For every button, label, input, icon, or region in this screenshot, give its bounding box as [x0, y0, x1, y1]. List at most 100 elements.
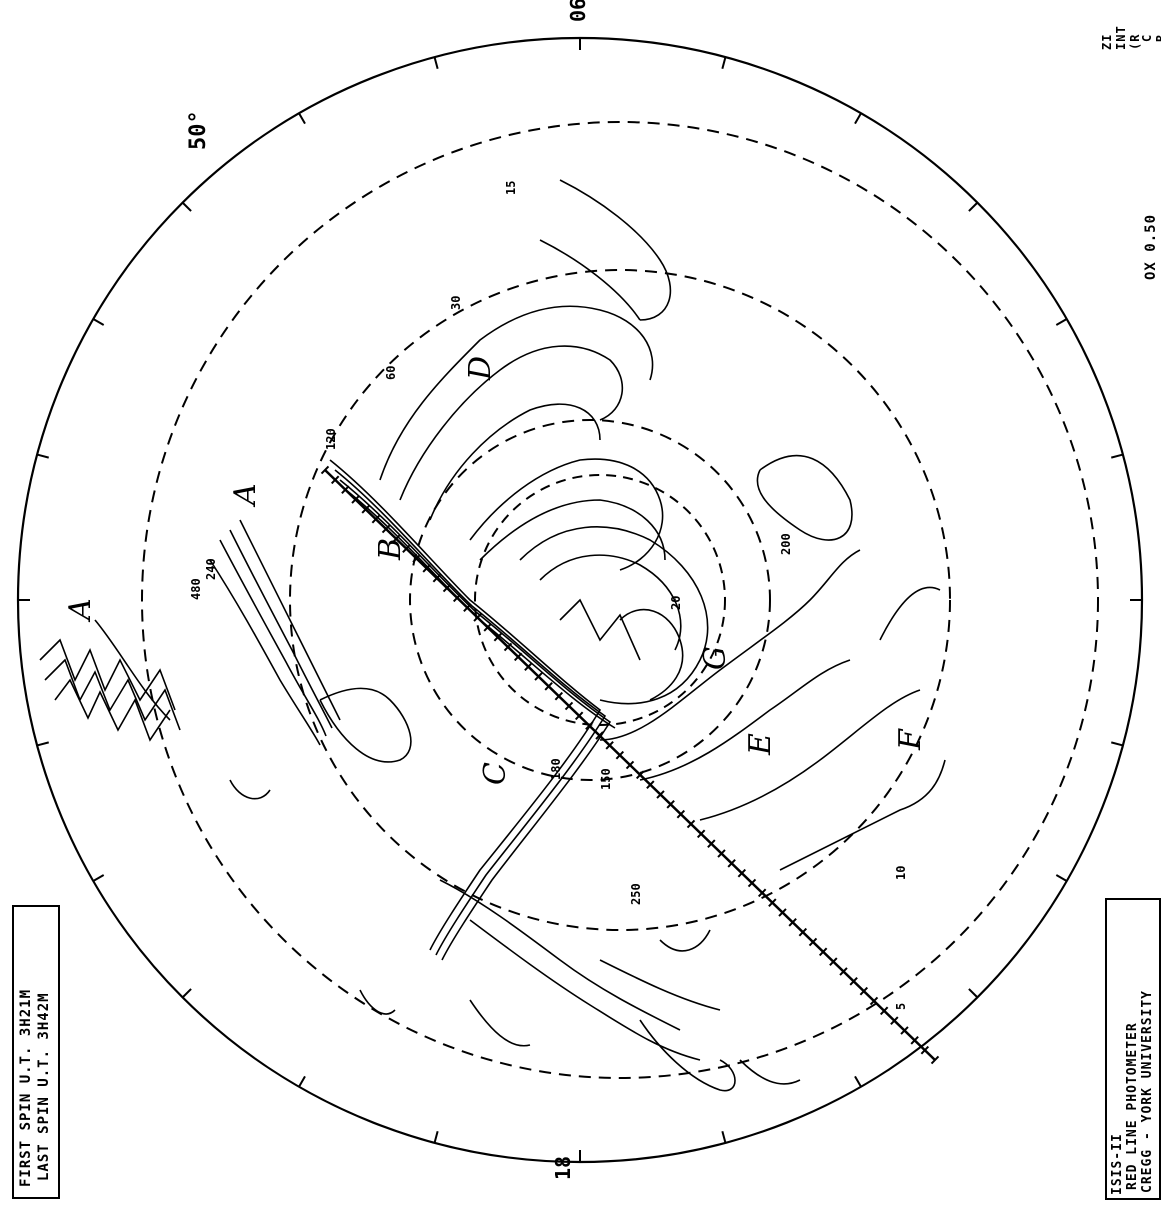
outer-tick	[92, 318, 105, 326]
track-tick	[676, 809, 686, 819]
region-letter-b: B	[373, 538, 408, 561]
contour-label: 250	[629, 883, 643, 905]
track-tick	[920, 1045, 930, 1055]
track-tick	[798, 927, 808, 937]
outer-tick	[433, 1131, 439, 1144]
track-tick	[900, 1026, 909, 1035]
contour-band-bc	[329, 459, 616, 961]
track-tick	[890, 1016, 899, 1025]
track-tick	[524, 662, 533, 671]
track-tick	[666, 800, 675, 809]
longitude-label-bottom: 18	[551, 1156, 575, 1180]
track-tick	[879, 1006, 889, 1016]
contour-region-d	[379, 179, 672, 571]
outer-tick	[968, 988, 979, 999]
outer-tick	[36, 741, 49, 747]
region-letter-d: D	[463, 356, 498, 381]
contour-label: 200	[779, 533, 793, 555]
track-tick	[412, 554, 421, 563]
track-tick	[361, 505, 370, 514]
contour-value-labels: 15 30 60 120 240 480 180 150 200 250 20 …	[189, 181, 908, 1010]
outer-tick-marks	[18, 38, 1142, 1162]
outer-tick	[968, 201, 979, 212]
track-tick	[737, 868, 747, 878]
outer-tick	[1111, 741, 1124, 747]
track-tick	[635, 770, 645, 780]
dashed-latitude-circle-outer	[141, 121, 1099, 1079]
outer-tick	[433, 56, 439, 69]
outer-tick	[1055, 874, 1068, 882]
track-tick	[646, 780, 655, 789]
contour-label: 240	[204, 558, 218, 580]
track-tick	[493, 632, 503, 642]
dashed-latitude-circle-middle	[289, 269, 951, 931]
track-tick	[686, 819, 696, 829]
track-tick	[839, 967, 848, 976]
contour-label: 20	[669, 596, 683, 610]
region-letter-a-near: A	[228, 483, 263, 508]
contour-label: 120	[324, 428, 338, 450]
region-letter-e: E	[743, 733, 778, 756]
track-tick	[574, 711, 584, 721]
contour-label: 180	[549, 758, 563, 780]
contour-label: 15	[504, 181, 518, 195]
outer-tick	[854, 112, 862, 125]
track-tick	[778, 908, 787, 917]
outer-tick	[181, 201, 192, 212]
contour-region-a	[209, 519, 412, 763]
region-letter-f: F	[893, 728, 928, 751]
dashed-latitude-circle-inner	[409, 419, 771, 781]
track-tick	[859, 986, 869, 996]
track-tick	[564, 701, 574, 711]
contour-lower-scattered	[229, 779, 801, 1092]
track-tick	[483, 623, 492, 632]
track-tick-marks	[320, 465, 940, 1065]
track-tick	[747, 878, 757, 888]
contour-region-ef	[599, 454, 946, 871]
track-tick	[615, 750, 625, 760]
outer-tick	[298, 1075, 306, 1088]
outer-tick	[854, 1075, 862, 1088]
track-tick	[554, 691, 564, 701]
outer-tick	[92, 874, 105, 882]
track-tick	[402, 544, 411, 553]
longitude-label-top: 06	[566, 0, 590, 22]
track-tick	[849, 977, 858, 986]
track-tick	[605, 741, 614, 750]
credit-line-1: ISIS-II	[1110, 1133, 1125, 1195]
track-tick	[534, 672, 543, 681]
dashed-latitude-circle-core	[474, 474, 726, 726]
region-letter-g: G	[698, 646, 733, 670]
track-tick	[717, 849, 726, 858]
track-tick	[544, 682, 553, 691]
track-tick	[371, 514, 381, 524]
contour-region-g	[519, 526, 709, 705]
track-tick	[910, 1036, 919, 1045]
track-tick	[930, 1055, 940, 1065]
track-tick	[768, 898, 777, 907]
track-tick	[808, 937, 818, 947]
credit-line-2: RED LINE PHOTOMETER	[1125, 1022, 1140, 1190]
track-tick	[727, 859, 736, 868]
credit-line-3: CREGG - YORK UNIVERSITY	[1140, 989, 1155, 1193]
track-tick	[320, 465, 330, 475]
contour-label: 30	[449, 296, 463, 310]
contour-region-a-far	[39, 619, 181, 742]
last-spin-text: LAST SPIN U.T. 3H42M	[36, 992, 52, 1181]
outer-tick	[721, 56, 727, 69]
outer-tick	[181, 988, 192, 999]
track-tick	[696, 829, 706, 839]
track-tick	[625, 760, 635, 770]
track-tick	[818, 947, 828, 957]
outer-tick	[721, 1131, 727, 1144]
region-letter-a-far: A	[63, 598, 98, 623]
contour-label: 480	[189, 578, 203, 600]
track-tick	[757, 888, 767, 898]
corner-text-top-right-a: C R	[1140, 33, 1161, 42]
corner-text-right-edge: OX 0.50	[1143, 213, 1159, 280]
contour-label: 5	[894, 1003, 908, 1010]
contour-label: 150	[599, 768, 613, 790]
corner-text-top-right-b: ZI INT (R	[1100, 25, 1142, 50]
instrument-credit-box: ISIS-II RED LINE PHOTOMETER CREGG - YORK…	[1105, 898, 1161, 1200]
